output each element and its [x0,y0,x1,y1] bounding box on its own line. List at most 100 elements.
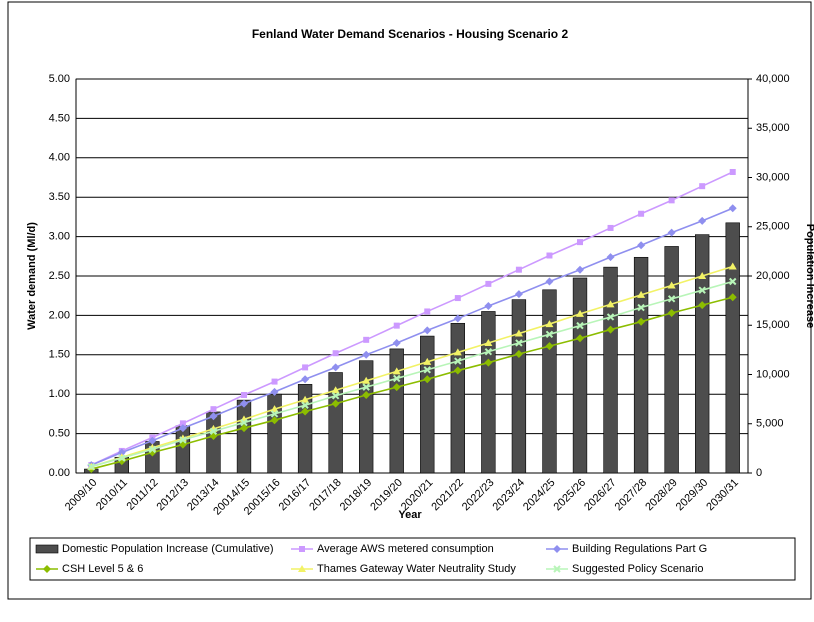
line-marker [453,366,462,375]
line-marker [606,313,615,321]
line-marker [331,392,340,400]
line-marker [698,216,707,225]
line-marker [607,224,614,231]
line-marker [117,448,126,457]
line-marker [484,347,493,356]
line-marker [87,462,95,471]
line-marker [667,281,676,289]
line-marker [423,366,431,374]
line-marker [241,391,247,398]
line-marker [668,197,675,204]
line-marker [210,406,217,413]
line-marker [331,399,340,408]
line-marker [423,357,432,365]
y2-tick-label: 10,000 [756,368,790,380]
line-marker [148,436,157,445]
line-marker [423,326,432,335]
line-marker [362,383,370,391]
line-marker [637,303,645,312]
line-marker [271,378,278,385]
line-marker [423,375,432,384]
line-marker [576,309,584,317]
y2-tick-label: 35,000 [756,122,790,134]
y-tick-label: 0.00 [49,467,70,479]
y-tick-label: 1.00 [49,388,70,400]
y2-tick-label: 25,000 [756,221,790,233]
chart-title: Fenland Water Demand Scenarios - Housing… [252,27,569,41]
bar [511,299,527,474]
line-marker [545,320,554,328]
line-marker [392,367,401,375]
line-marker [148,445,157,454]
legend-swatch [35,544,59,554]
line-marker [302,364,309,371]
line-marker [301,401,309,409]
line [91,296,733,470]
line-marker [179,436,187,444]
line-marker [484,301,493,310]
line-marker [514,290,523,299]
line-marker [698,272,707,279]
x-axis-title: Year [398,509,422,521]
y2-tick-label: 20,000 [756,270,790,282]
y-tick-label: 4.00 [49,152,70,164]
legend-marker [298,565,306,572]
y2-axis-title: Population Increase [804,224,814,329]
line-marker [209,427,218,435]
line-marker [331,386,340,394]
line-marker [514,329,523,337]
bar [542,289,557,474]
legend-label: CSH Level 5 & 6 [62,563,143,575]
line-marker [637,241,646,250]
line-marker [362,376,371,384]
legend-box [29,537,796,581]
y-axis-title: Water demand (Ml/d) [26,222,38,330]
line-marker [454,357,462,365]
line [90,171,734,466]
y-tick-label: 2.50 [49,270,70,282]
line-marker [331,363,340,372]
line-marker [301,407,310,416]
line-marker [270,410,279,418]
legend-marker [553,545,561,553]
line-marker [362,390,371,399]
bar [481,311,496,474]
bar [664,246,679,474]
y2-tick-label: 30,000 [756,171,790,183]
line-marker [179,420,186,427]
line-marker [576,321,584,330]
line-marker [363,336,370,343]
line-marker [453,314,462,323]
line-marker [699,183,706,190]
legend-marker [43,565,51,573]
line-marker [514,350,523,359]
line-marker [698,286,706,294]
bar [236,399,252,474]
legend-label: Thames Gateway Water Neutrality Study [317,563,516,575]
bar [633,256,649,474]
line-marker [606,325,615,334]
line-marker [240,424,248,433]
bar [175,425,191,474]
line-marker [637,317,646,326]
bar [450,322,465,474]
line-marker [576,265,584,274]
line-marker [424,308,431,315]
line-marker [606,300,615,308]
line-marker [667,295,676,303]
line-marker [728,204,737,213]
legend-marker [553,565,561,573]
y-tick-label: 3.50 [49,191,70,203]
line [91,280,733,468]
line-marker [606,253,615,262]
bar [603,266,618,474]
line [91,265,733,468]
line-marker [729,168,736,175]
line-marker [240,418,248,427]
line-marker [577,239,583,246]
y2-tick-label: 5,000 [756,418,784,430]
line-marker [392,383,401,392]
line-marker [546,252,553,259]
line-marker [515,266,522,273]
